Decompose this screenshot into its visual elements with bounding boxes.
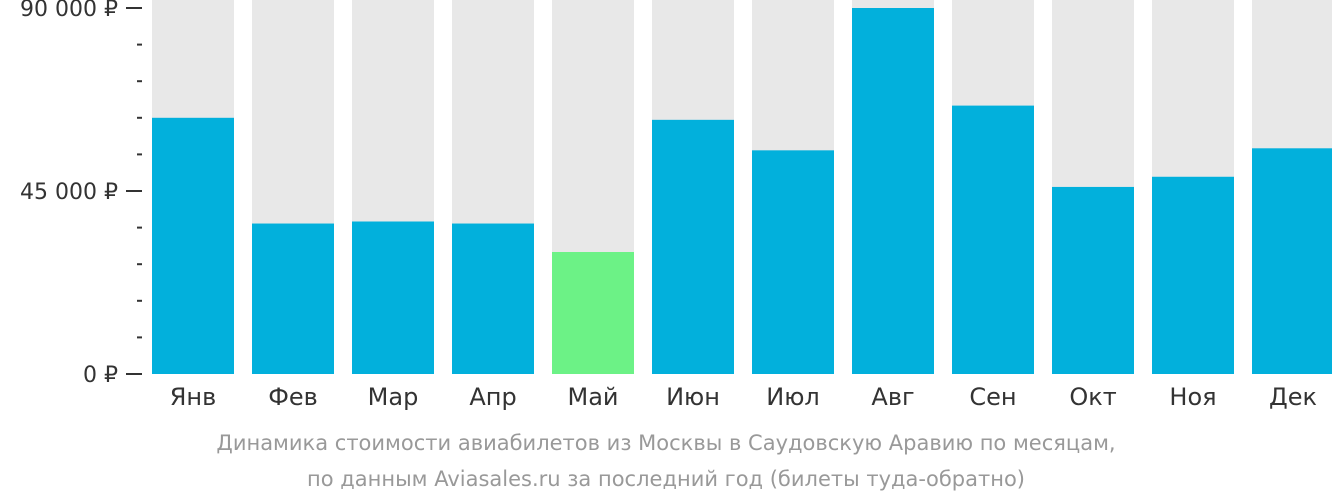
bar-9 [952,105,1034,374]
chart-caption-line-1: Динамика стоимости авиабилетов из Москвы… [216,431,1116,455]
bar-7 [752,150,834,374]
x-tick-label: Фев [268,383,318,411]
bar-3 [352,221,434,374]
y-tick-label: 0 ₽ [83,363,118,388]
x-tick-label: Окт [1069,383,1116,411]
bar-12 [1252,148,1332,374]
x-tick-label: Мар [368,383,419,411]
price-bar-chart: 0 ₽ 45 000 ₽ 90 000 ₽ Янв Фев Мар Апр Май Июн Июл… [20,0,1332,411]
bar-4 [452,223,534,374]
x-tick-label: Апр [469,383,516,411]
bar-10 [1052,186,1134,374]
bar-1 [152,117,234,375]
x-tick-label: Дек [1269,383,1317,411]
x-tick-label: Янв [170,383,217,411]
x-tick-label: Авг [871,383,914,411]
x-tick-label: Июл [766,383,820,411]
y-tick-label: 45 000 ₽ [20,180,118,205]
y-tick-label: 90 000 ₽ [20,0,118,22]
x-tick-label: Сен [969,383,1016,411]
x-tick-label: Июн [666,383,720,411]
bar-11 [1152,176,1234,374]
x-tick-label: Май [567,383,618,411]
chart-caption-line-2: по данным Aviasales.ru за последний год … [307,467,1025,491]
bar-8 [852,8,934,374]
bar-5 [552,252,634,374]
x-tick-label: Ноя [1169,383,1216,411]
bar-6 [652,119,734,374]
bar-2 [252,223,334,374]
